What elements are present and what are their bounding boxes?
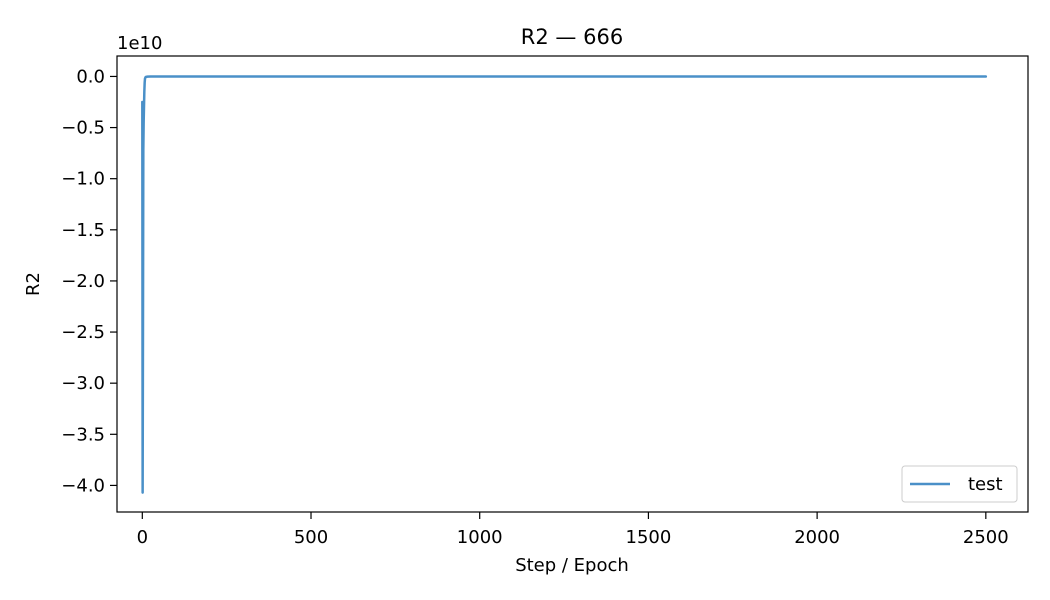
legend-box [901, 465, 1018, 503]
series-layer [141, 75, 988, 494]
plot-area [116, 55, 1029, 513]
legend: test [901, 465, 1018, 503]
y-tick-label: −1.0 [61, 169, 105, 190]
y-axis-label: R2 [23, 272, 44, 296]
y-tick-label: −3.0 [61, 373, 105, 394]
legend-label-test: test [968, 474, 1003, 495]
x-tick-label: 0 [137, 527, 148, 548]
x-tick-label: 2500 [963, 527, 1009, 548]
y-tick-label: −2.5 [61, 322, 105, 343]
x-tick-label: 1500 [626, 527, 672, 548]
y-tick-label: −3.5 [61, 424, 105, 445]
y-axis-multiplier: 1e10 [117, 33, 162, 54]
x-tick-label: 2000 [794, 527, 840, 548]
y-tick-label: −2.0 [61, 271, 105, 292]
series-line-test [141, 75, 988, 494]
x-tick-label: 500 [294, 527, 328, 548]
y-tick-label: −1.5 [61, 220, 105, 241]
y-tick-label: −4.0 [61, 475, 105, 496]
chart-title: R2 — 666 [521, 25, 623, 49]
x-axis-ticks: 0 500 1000 1500 2000 2500 [137, 512, 1009, 548]
x-tick-label: 1000 [457, 527, 503, 548]
x-axis-label: Step / Epoch [515, 555, 629, 576]
y-tick-label: 0.0 [76, 66, 105, 87]
y-axis-ticks: 0.0 −0.5 −1.0 −1.5 −2.0 −2.5 −3.0 −3.5 −4.0 [61, 66, 117, 496]
y-tick-label: −0.5 [61, 118, 105, 139]
